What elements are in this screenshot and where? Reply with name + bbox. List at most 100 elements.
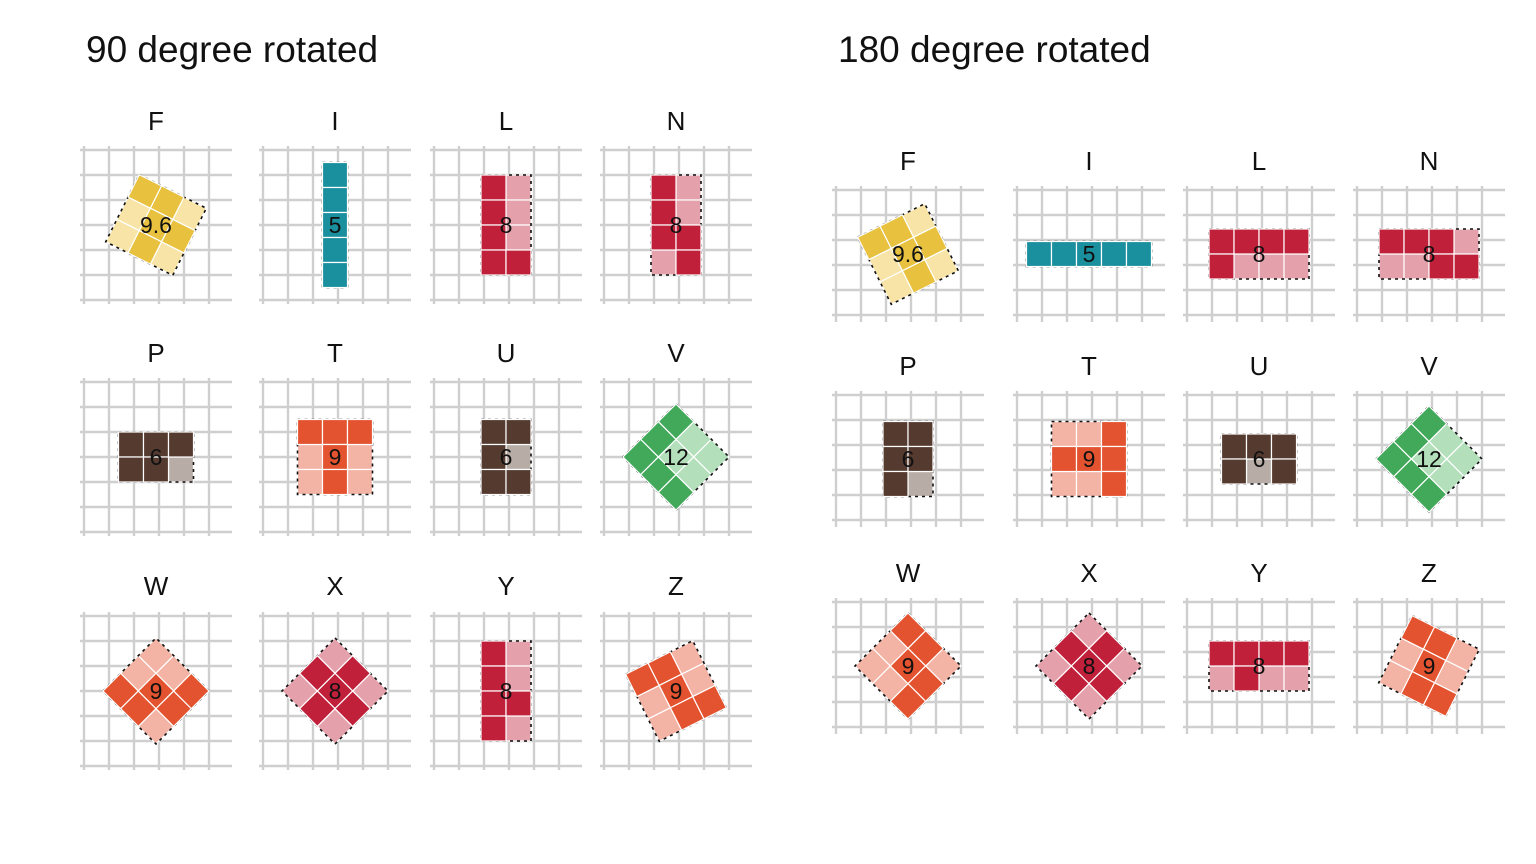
bounding-area-label: 9: [1083, 446, 1096, 472]
pentomino-square: [1453, 253, 1480, 280]
pentomino-square: [480, 199, 507, 226]
pentomino-square: [1283, 640, 1310, 667]
piece-cell-I: I5: [259, 106, 411, 304]
piece-name-label: P: [147, 338, 164, 368]
bounding-box-fill-square: [505, 640, 532, 667]
bounding-box-fill-square: [296, 443, 324, 471]
panel-title-left: 90 degree rotated: [86, 29, 378, 70]
bounding-box-outline: [101, 636, 211, 746]
piece-shape-F: [104, 173, 208, 277]
piece-shape-Y: [1208, 640, 1310, 692]
pentomino-square: [1025, 240, 1053, 268]
bounding-area-label: 8: [1083, 653, 1096, 679]
bounding-box-fill-square: [1258, 253, 1285, 280]
pentomino-square: [1378, 228, 1405, 255]
pentomino-square: [321, 236, 349, 264]
pentomino-square: [1050, 240, 1078, 268]
pentomino-square: [321, 211, 349, 239]
grid-P: [80, 378, 232, 536]
piece-cell-W: W9: [832, 558, 984, 734]
pentomino-square: [334, 690, 372, 728]
pentomino-square: [1245, 433, 1273, 460]
bounding-box-fill-square: [907, 470, 934, 498]
bounding-box-fill-square: [1050, 420, 1078, 448]
bounding-box-fill-square: [346, 468, 374, 496]
piece-cell-Z: Z9: [600, 571, 752, 770]
pentomino-square: [480, 249, 507, 276]
pentomino-square: [480, 224, 507, 251]
bounding-box-fill-square: [167, 456, 195, 483]
bounding-area-label: 8: [1423, 241, 1436, 267]
bounding-area-label: 6: [902, 446, 915, 472]
bounding-area-label: 9.6: [892, 241, 924, 267]
pentomino-square: [298, 690, 336, 728]
pentomino-square: [882, 420, 909, 448]
piece-shape-Z: [1377, 614, 1481, 718]
piece-cell-U: U6: [430, 338, 582, 536]
pentomino-square: [172, 672, 210, 710]
pentomino-square: [1100, 420, 1128, 448]
piece-name-label: Z: [668, 571, 684, 601]
bounding-box-fill-square: [675, 174, 702, 201]
bounding-box-fill-square: [650, 249, 677, 276]
piece-cell-V: V 12: [600, 338, 752, 536]
pentomino-square: [1125, 240, 1153, 268]
pentomino-square: [480, 443, 507, 471]
bounding-area-label: 9: [902, 653, 915, 679]
piece-name-label: I: [331, 106, 338, 136]
bounding-box-fill-square: [1050, 470, 1078, 498]
pentomino-square: [480, 715, 507, 742]
piece-shape-X: [280, 636, 390, 746]
piece-cell-N: N8: [600, 106, 752, 304]
piece-cell-F: F 9.6: [832, 146, 984, 322]
pentomino-square: [296, 418, 324, 446]
piece-shape-I: [1025, 240, 1153, 268]
pentomino-square: [1100, 240, 1128, 268]
piece-shape-L: [480, 174, 532, 276]
bounding-area-label: 6: [1253, 446, 1266, 472]
piece-shape-T: [296, 418, 374, 496]
piece-shape-F: [856, 202, 960, 306]
pentomino-square: [1422, 681, 1458, 718]
pentomino-square: [1410, 475, 1448, 513]
pentomino-square: [650, 199, 677, 226]
bounding-box-fill-square: [1378, 253, 1405, 280]
piece-shape-Y: [480, 640, 532, 742]
bounding-area-label: 5: [329, 212, 342, 238]
bounding-area-label: 9: [329, 444, 342, 470]
piece-shape-X: [1034, 611, 1144, 721]
pentomino-square: [1283, 228, 1310, 255]
piece-name-label: Z: [1421, 558, 1437, 588]
piece-shape-V: [1374, 404, 1484, 514]
piece-name-label: F: [148, 106, 164, 136]
pentomino-square: [675, 224, 702, 251]
pentomino-square: [480, 665, 507, 692]
pentomino-square: [142, 456, 170, 483]
piece-name-label: I: [1085, 146, 1092, 176]
pentomino-square: [480, 640, 507, 667]
pentomino-square: [675, 249, 702, 276]
piece-name-label: L: [499, 106, 513, 136]
bounding-box-fill-square: [505, 715, 532, 742]
pentomino-square: [1410, 405, 1448, 443]
piece-name-label: N: [1420, 146, 1439, 176]
bounding-area-label: 8: [1253, 241, 1266, 267]
piece-shape-I: [321, 161, 349, 289]
pentomino-square: [889, 682, 927, 720]
bounding-box-fill-square: [1453, 228, 1480, 255]
pentomino-square: [167, 431, 195, 458]
pentomino-square: [117, 456, 145, 483]
pentomino-square: [1220, 458, 1248, 485]
piece-shape-L: [1208, 228, 1310, 280]
pentomino-square: [907, 420, 934, 448]
bounding-area-label: 8: [670, 212, 683, 238]
pentomino-square: [1208, 228, 1235, 255]
pentomino-square: [1208, 253, 1235, 280]
piece-shape-U: [480, 418, 532, 496]
pentomino-square: [117, 431, 145, 458]
pentomino-square: [321, 161, 349, 189]
piece-shape-N: [650, 174, 702, 276]
